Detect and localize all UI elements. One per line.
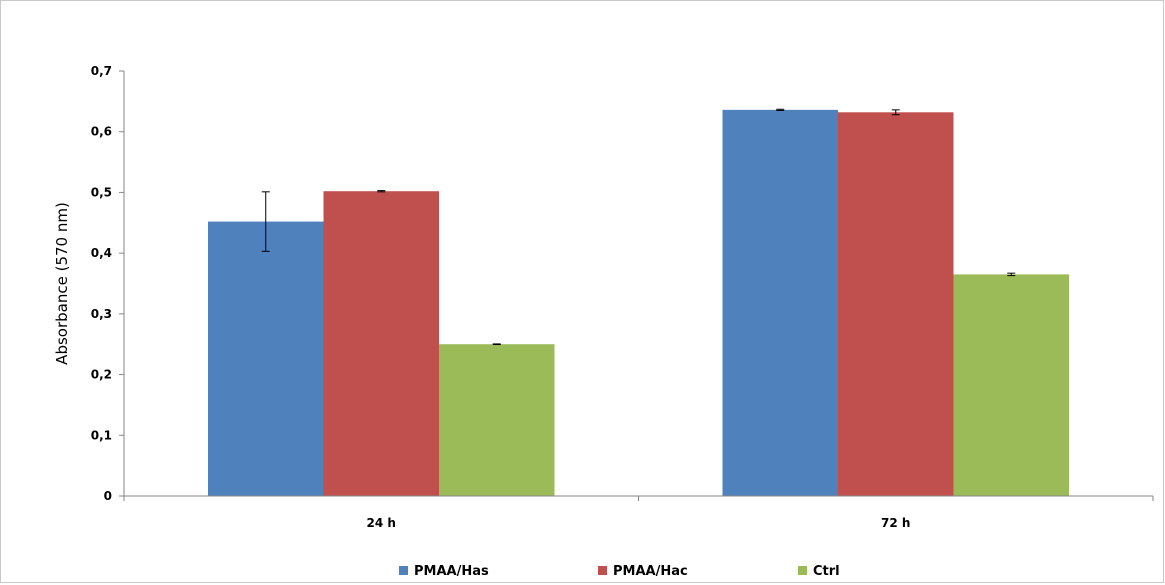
y-axis: 0 0,1 0,2 0,3 0,4 0,5 0,6 0,7 <box>91 64 125 503</box>
y-tick-label: 0,6 <box>91 125 112 139</box>
error-bars <box>261 108 1016 346</box>
bar <box>722 109 838 496</box>
bar <box>323 191 440 496</box>
bar <box>837 112 954 497</box>
bar <box>207 221 324 497</box>
legend-swatch <box>798 566 807 575</box>
bars <box>207 109 1070 497</box>
y-tick-label: 0,1 <box>91 428 112 442</box>
y-tick-label: 0,3 <box>91 307 112 321</box>
y-tick-label: 0,5 <box>91 185 112 199</box>
x-axis: 24 h 72 h <box>123 495 1154 530</box>
y-tick-label: 0,7 <box>91 64 112 78</box>
legend-label: PMAA/Has <box>414 564 489 579</box>
y-axis-label: Absorbance (570 nm) <box>53 202 71 365</box>
legend-label: Ctrl <box>813 564 840 579</box>
x-tick-label: 24 h <box>367 516 396 530</box>
x-tick-label: 72 h <box>881 516 910 530</box>
legend-swatch <box>598 566 607 575</box>
legend-label: PMAA/Hac <box>613 564 688 579</box>
bar <box>439 344 555 496</box>
bar <box>953 274 1070 496</box>
y-tick-label: 0 <box>104 489 112 503</box>
legend: PMAA/Has PMAA/Hac Ctrl <box>399 564 840 579</box>
y-tick-label: 0,2 <box>91 368 112 382</box>
legend-swatch <box>399 566 408 575</box>
y-tick-label: 0,4 <box>91 246 112 260</box>
